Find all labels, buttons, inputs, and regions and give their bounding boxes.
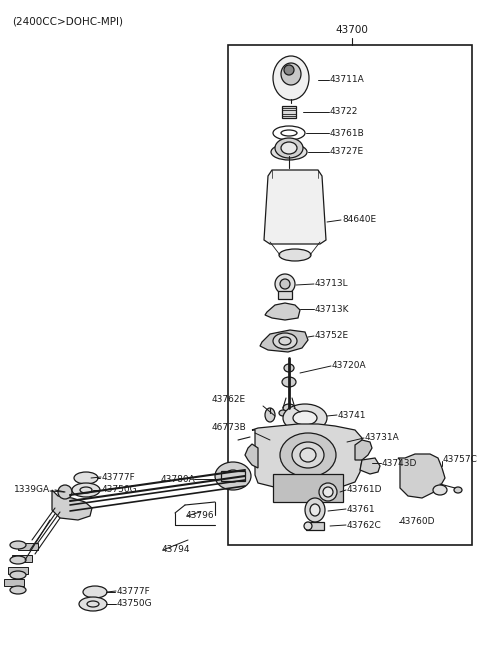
Text: 43761: 43761 [347,504,376,514]
Text: 43762C: 43762C [347,520,382,529]
Bar [228,45,472,545]
Ellipse shape [305,498,325,522]
Text: 43762E: 43762E [212,396,246,405]
Polygon shape [52,490,92,520]
Ellipse shape [10,541,26,549]
Ellipse shape [10,556,26,564]
Text: 43743D: 43743D [382,459,418,468]
Text: 46773B: 46773B [211,424,246,432]
Polygon shape [252,424,362,490]
Ellipse shape [279,410,287,416]
Ellipse shape [83,586,107,598]
Text: 43761D: 43761D [347,485,383,495]
Ellipse shape [10,571,26,579]
Ellipse shape [72,483,100,497]
Ellipse shape [292,442,324,468]
Ellipse shape [281,142,297,154]
Text: 43752E: 43752E [315,331,349,340]
Ellipse shape [304,522,312,530]
Ellipse shape [454,487,462,493]
Polygon shape [265,303,300,320]
Bar [282,106,296,118]
Ellipse shape [275,138,303,158]
Polygon shape [355,440,372,460]
Ellipse shape [215,462,251,490]
Ellipse shape [283,404,327,432]
Ellipse shape [225,470,241,482]
Bar [4,579,24,586]
Text: 43720A: 43720A [332,361,367,371]
Text: 43750G: 43750G [117,600,153,609]
Ellipse shape [283,404,295,412]
Text: 43741: 43741 [338,411,367,419]
Ellipse shape [273,56,309,100]
Ellipse shape [284,65,294,75]
Text: 84640E: 84640E [342,216,376,224]
Ellipse shape [271,144,307,160]
Text: 43780A: 43780A [160,474,195,483]
Text: 43750G: 43750G [102,485,138,495]
Bar [8,567,28,573]
Ellipse shape [74,472,98,484]
Ellipse shape [310,504,320,516]
Text: 43713L: 43713L [315,279,348,289]
Polygon shape [245,444,258,468]
Ellipse shape [265,408,275,422]
Ellipse shape [280,433,336,477]
Bar [273,474,343,502]
Text: 43796: 43796 [186,512,215,520]
Bar [12,554,32,562]
Text: 43757C: 43757C [443,455,478,464]
Ellipse shape [323,487,333,497]
Ellipse shape [79,597,107,611]
Ellipse shape [284,364,294,372]
Polygon shape [264,170,326,244]
Bar [278,291,292,299]
Text: 43713K: 43713K [315,304,349,314]
Ellipse shape [433,485,447,495]
Text: 43731A: 43731A [365,434,400,443]
Ellipse shape [300,448,316,462]
Text: 43794: 43794 [162,546,191,554]
Polygon shape [360,458,380,474]
Text: (2400CC>DOHC-MPI): (2400CC>DOHC-MPI) [12,17,123,27]
Text: 43761B: 43761B [330,129,365,138]
Ellipse shape [293,411,317,425]
Ellipse shape [279,249,311,261]
Text: 43777F: 43777F [117,586,151,596]
Ellipse shape [281,63,301,85]
Text: 1339GA: 1339GA [14,485,50,495]
Text: 43700: 43700 [336,25,369,35]
Text: 43722: 43722 [330,108,359,117]
Text: 43727E: 43727E [330,148,364,157]
Ellipse shape [275,274,295,294]
Ellipse shape [58,485,72,499]
Ellipse shape [273,333,297,349]
Text: 43777F: 43777F [102,472,136,482]
Text: 43760D: 43760D [400,518,435,527]
Ellipse shape [282,377,296,387]
Ellipse shape [10,586,26,594]
Bar [306,522,324,530]
Ellipse shape [291,410,299,416]
Polygon shape [398,454,445,498]
Polygon shape [260,330,308,352]
Ellipse shape [319,483,337,501]
Text: 43711A: 43711A [330,75,365,85]
Bar [221,471,245,481]
Ellipse shape [280,279,290,289]
Bar [18,543,38,550]
